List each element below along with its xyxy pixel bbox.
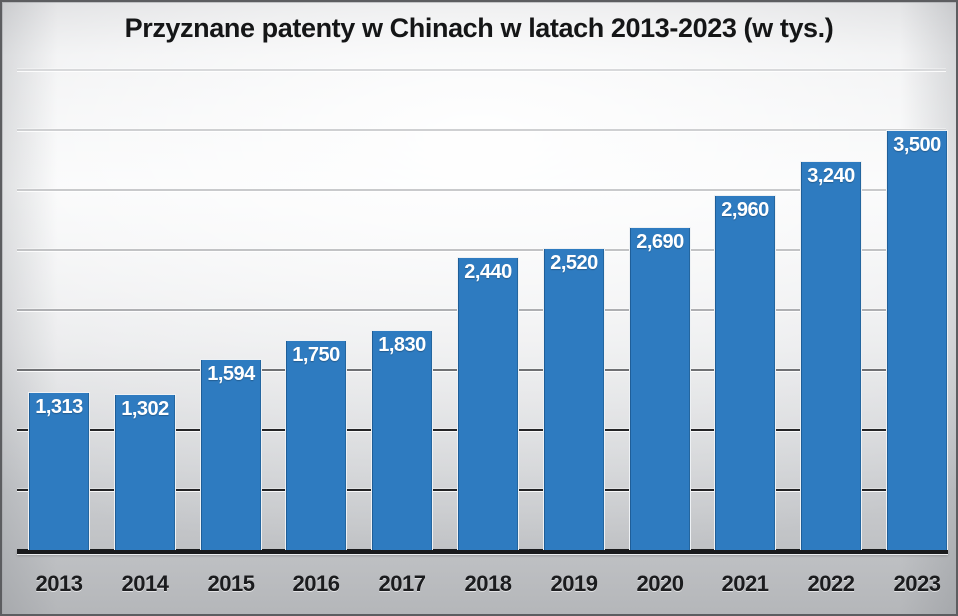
x-axis-label-2015: 2015 — [207, 571, 255, 596]
bar-2013: 1,313 — [28, 392, 90, 550]
bar-2015: 1,594 — [200, 359, 262, 550]
bar-value-label: 2,440 — [464, 261, 512, 283]
x-axis-label-2020: 2020 — [636, 571, 684, 596]
x-axis-label-2013: 2013 — [35, 571, 83, 596]
x-axis-label-2016: 2016 — [292, 571, 340, 596]
bar-value-label: 1,302 — [121, 398, 169, 420]
bar-2014: 1,302 — [114, 394, 176, 550]
bar-value-label: 1,594 — [207, 363, 255, 385]
bar-2018: 2,440 — [457, 257, 519, 550]
bar-value-label: 3,500 — [893, 134, 941, 156]
bar-2022: 3,240 — [800, 161, 862, 550]
bar-2016: 1,750 — [285, 340, 347, 550]
x-axis-label-2021: 2021 — [721, 571, 769, 596]
bar-2020: 2,690 — [629, 227, 691, 550]
x-axis-label-2018: 2018 — [464, 571, 512, 596]
x-axis-label-2023: 2023 — [893, 571, 941, 596]
bar-value-label: 1,750 — [292, 344, 340, 366]
bar-2021: 2,960 — [714, 195, 776, 550]
bar-2023: 3,500 — [886, 130, 948, 550]
bar-value-label: 2,520 — [550, 252, 598, 274]
bar-2019: 2,520 — [543, 248, 605, 550]
x-axis-label-2017: 2017 — [378, 571, 426, 596]
x-axis-label-2019: 2019 — [550, 571, 598, 596]
bar-2017: 1,830 — [371, 330, 433, 550]
gridline — [17, 249, 946, 251]
bar-value-label: 2,690 — [636, 231, 684, 253]
x-axis-line — [17, 549, 948, 554]
chart-title: Przyznane patenty w Chinach w latach 201… — [124, 13, 834, 43]
bar-value-label: 1,830 — [378, 334, 426, 356]
gridline — [17, 189, 946, 191]
x-axis-label-2022: 2022 — [807, 571, 855, 596]
x-axis-label-2014: 2014 — [121, 571, 169, 596]
bar-value-label: 1,313 — [35, 396, 83, 418]
bar-value-label: 2,960 — [721, 199, 769, 221]
gridline — [17, 129, 946, 131]
gridline — [17, 69, 946, 71]
bar-value-label: 3,240 — [807, 165, 855, 187]
